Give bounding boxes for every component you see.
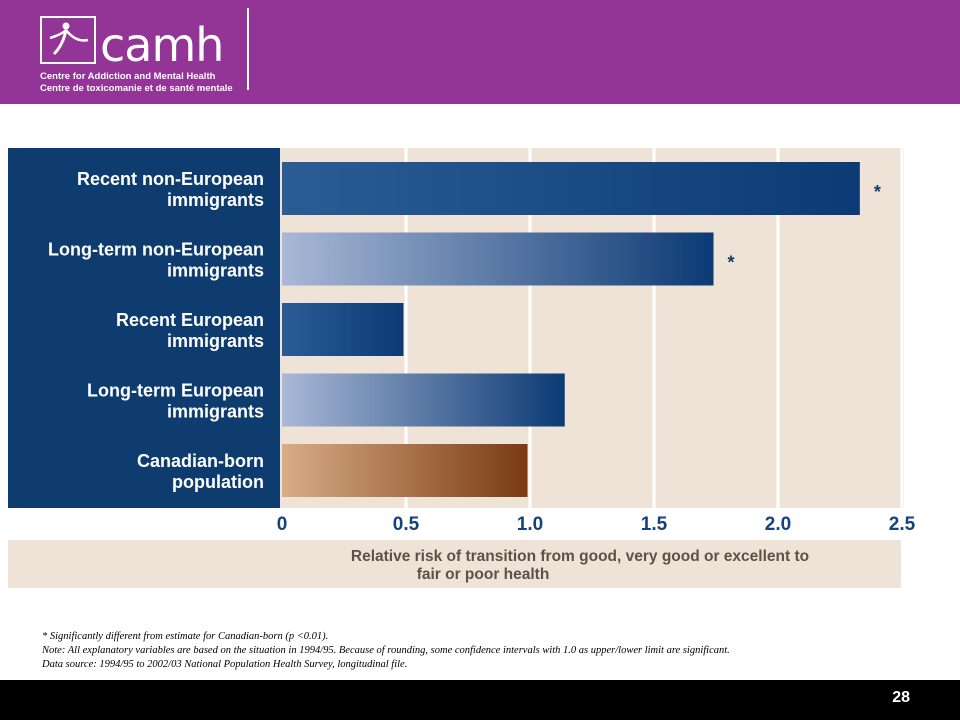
- category-label: Recent non-European immigrants: [77, 169, 264, 210]
- category-label: Canadian-born population: [137, 451, 264, 492]
- relative-risk-chart: Recent non-European immigrants Long-term n…: [8, 148, 916, 588]
- x-tick-label: 1.5: [641, 514, 668, 535]
- footer-bar: 28: [0, 680, 960, 720]
- footnotes: * Significantly different from estimate …: [42, 630, 942, 672]
- logo-wordmark: camh: [100, 18, 224, 72]
- bar: [282, 444, 528, 497]
- bar: [282, 162, 860, 215]
- page-number: 28: [892, 689, 910, 706]
- bar: [282, 303, 404, 356]
- bar: [282, 373, 565, 427]
- bar: [282, 232, 714, 286]
- x-tick-label: 2.5: [889, 514, 916, 535]
- org-name-french: Centre de toxicomanie et de santé mental…: [40, 83, 233, 94]
- xlabel-panel: [8, 540, 901, 588]
- org-name-english: Centre for Addiction and Mental Health: [40, 71, 216, 82]
- footnote-note: Note: All explanatory variables are base…: [42, 645, 730, 656]
- header-divider: [247, 8, 249, 90]
- header-bar: camh Centre for Addiction and Mental Hea…: [0, 0, 960, 104]
- x-tick-label: 0.5: [393, 514, 420, 535]
- x-tick-label: 0: [277, 514, 288, 535]
- camh-logo-icon: [40, 16, 96, 64]
- footnote-significance: * Significantly different from estimate …: [42, 631, 329, 642]
- footnote-data-source: Data source: 1994/95 to 2002/03 National…: [42, 659, 408, 670]
- significance-marker: *: [874, 182, 881, 202]
- category-panel: [8, 148, 280, 508]
- x-tick-label: 1.0: [517, 514, 543, 535]
- category-label: Recent European immigrants: [116, 310, 264, 351]
- category-label: Long-term European immigrants: [87, 381, 264, 422]
- significance-marker: *: [728, 253, 735, 273]
- x-axis-label: Relative risk of transition from good, v…: [351, 548, 809, 583]
- category-label: Long-term non-European immigrants: [48, 240, 264, 281]
- x-tick-label: 2.0: [765, 514, 791, 535]
